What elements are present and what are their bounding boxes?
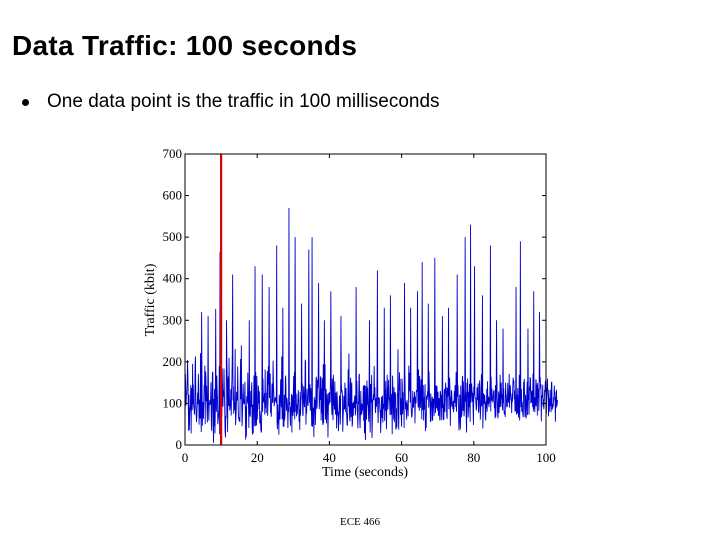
x-tick-label: 60: [395, 450, 408, 465]
x-tick-label: 80: [467, 450, 480, 465]
slide-title: Data Traffic: 100 seconds: [12, 30, 358, 61]
plot-frame: [184, 153, 547, 446]
y-tick-label: 200: [163, 354, 183, 369]
traffic-series-line-0: [184, 208, 558, 443]
slide-footer: ECE 466: [339, 516, 381, 528]
bullet-item: One data point is the traffic in 100 mil…: [22, 91, 440, 113]
x-tick-label: 0: [182, 450, 189, 465]
traffic-chart: 0 20 40 60 80 100 0 100 200 300 400 500 600 700 Time …: [143, 146, 558, 480]
y-tick-label: 300: [163, 312, 183, 327]
bullet-text: One data point is the traffic in 100 mil…: [47, 91, 440, 112]
axis-layer: 0 20 40 60 80 100 0 100 200 300 400 500 600 700: [163, 146, 556, 465]
x-tick-label: 100: [536, 450, 556, 465]
x-tick-label: 20: [251, 450, 264, 465]
x-axis-label: Time (seconds): [322, 465, 409, 480]
y-tick-label: 600: [163, 188, 183, 203]
y-tick-label: 100: [163, 395, 183, 410]
plot-layer: [184, 154, 558, 445]
chart-container: 0 20 40 60 80 100 0 100 200 300 400 500 600 700 Time …: [132, 140, 572, 490]
y-tick-label: 0: [176, 437, 183, 452]
bullet-dot-icon: [22, 98, 29, 106]
y-tick-label: 500: [163, 229, 183, 244]
y-tick-label: 700: [163, 146, 183, 161]
y-tick-label: 400: [163, 271, 183, 286]
y-axis-label: Traffic (kbit): [143, 263, 158, 336]
x-tick-label: 40: [323, 450, 336, 465]
